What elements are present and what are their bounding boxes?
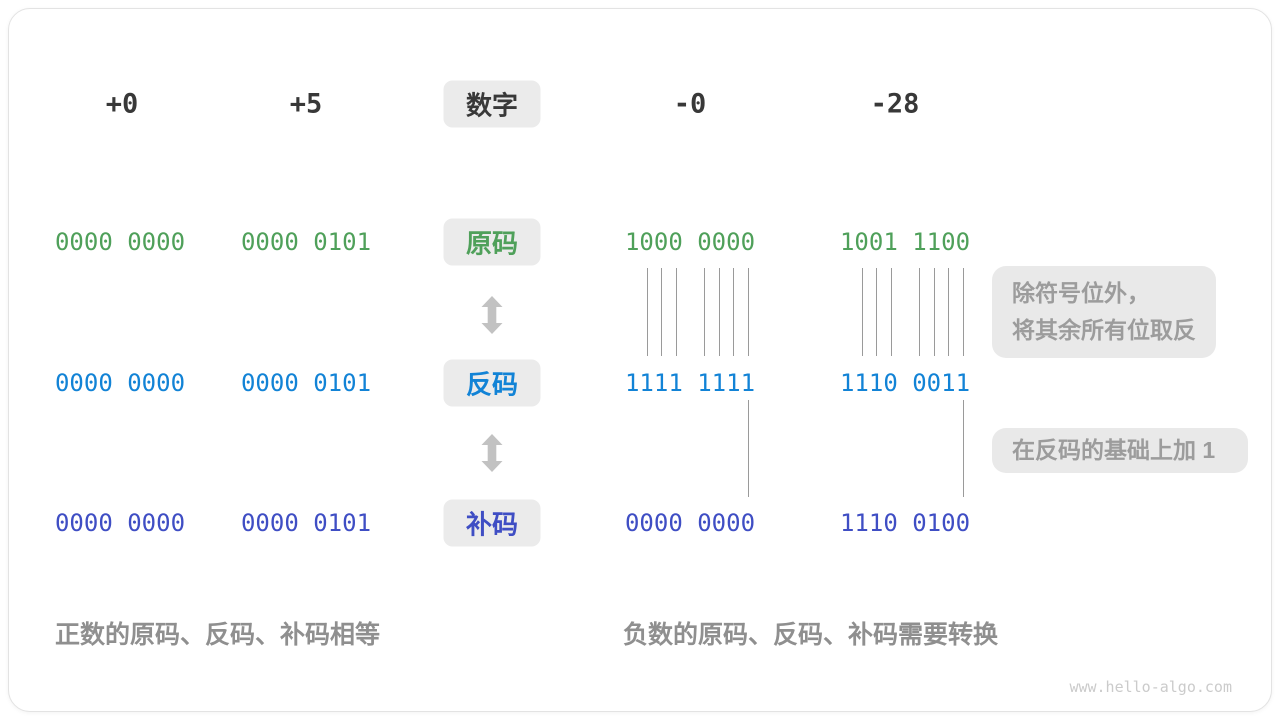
- binary-sign-magnitude-neg-zero: 1000 0000: [624, 228, 756, 256]
- header-label-number: 数字: [443, 80, 541, 128]
- header-number-pos-zero: +0: [105, 88, 139, 120]
- annotation-plus-one-text: 在反码的基础上加 1: [1012, 437, 1216, 463]
- bit-invert-line: [748, 268, 749, 356]
- watermark-url: www.hello-algo.com: [1069, 678, 1232, 696]
- bit-invert-line: [891, 268, 892, 356]
- binary-ones-complement-pos-five: 0000 0101: [240, 369, 372, 397]
- caption-negative-numbers: 负数的原码、反码、补码需要转换: [623, 621, 999, 649]
- updown-arrow-icon: [481, 434, 503, 472]
- binary-twos-complement-neg-zero: 0000 0000: [624, 509, 756, 537]
- annotation-invert-bits: 除符号位外， 将其余所有位取反: [992, 266, 1216, 358]
- bit-invert-line: [647, 268, 648, 356]
- bit-invert-line: [919, 268, 920, 356]
- binary-twos-complement-pos-five: 0000 0101: [240, 509, 372, 537]
- row-label-sign-magnitude: 原码: [443, 218, 541, 266]
- plus-one-line: [963, 400, 964, 497]
- row-label-twos-complement: 补码: [443, 499, 541, 547]
- bit-invert-line: [934, 268, 935, 356]
- bit-invert-line: [661, 268, 662, 356]
- bit-invert-line: [733, 268, 734, 356]
- annotation-invert-line2: 将其余所有位取反: [1012, 317, 1196, 343]
- binary-ones-complement-pos-zero: 0000 0000: [54, 369, 186, 397]
- bit-invert-line: [876, 268, 877, 356]
- bit-invert-line: [948, 268, 949, 356]
- updown-arrow-icon: [481, 296, 503, 334]
- header-number-neg-zero: -0: [673, 88, 707, 120]
- annotation-invert-line1: 除符号位外，: [1012, 280, 1150, 306]
- binary-twos-complement-neg-28: 1110 0100: [839, 509, 971, 537]
- binary-sign-magnitude-pos-zero: 0000 0000: [54, 228, 186, 256]
- bit-invert-line: [862, 268, 863, 356]
- binary-twos-complement-pos-zero: 0000 0000: [54, 509, 186, 537]
- binary-ones-complement-neg-28: 1110 0011: [839, 369, 971, 397]
- caption-positive-numbers: 正数的原码、反码、补码相等: [55, 621, 381, 649]
- bit-invert-line: [704, 268, 705, 356]
- header-number-neg-28: -28: [870, 88, 920, 120]
- bit-invert-line: [719, 268, 720, 356]
- row-label-ones-complement: 反码: [443, 359, 541, 407]
- plus-one-line: [748, 400, 749, 497]
- annotation-plus-one: 在反码的基础上加 1: [992, 428, 1248, 473]
- binary-sign-magnitude-neg-28: 1001 1100: [839, 228, 971, 256]
- bit-invert-line: [963, 268, 964, 356]
- binary-ones-complement-neg-zero: 1111 1111: [624, 369, 756, 397]
- header-number-pos-five: +5: [289, 88, 323, 120]
- binary-sign-magnitude-pos-five: 0000 0101: [240, 228, 372, 256]
- diagram-card: [8, 8, 1272, 712]
- bit-invert-line: [676, 268, 677, 356]
